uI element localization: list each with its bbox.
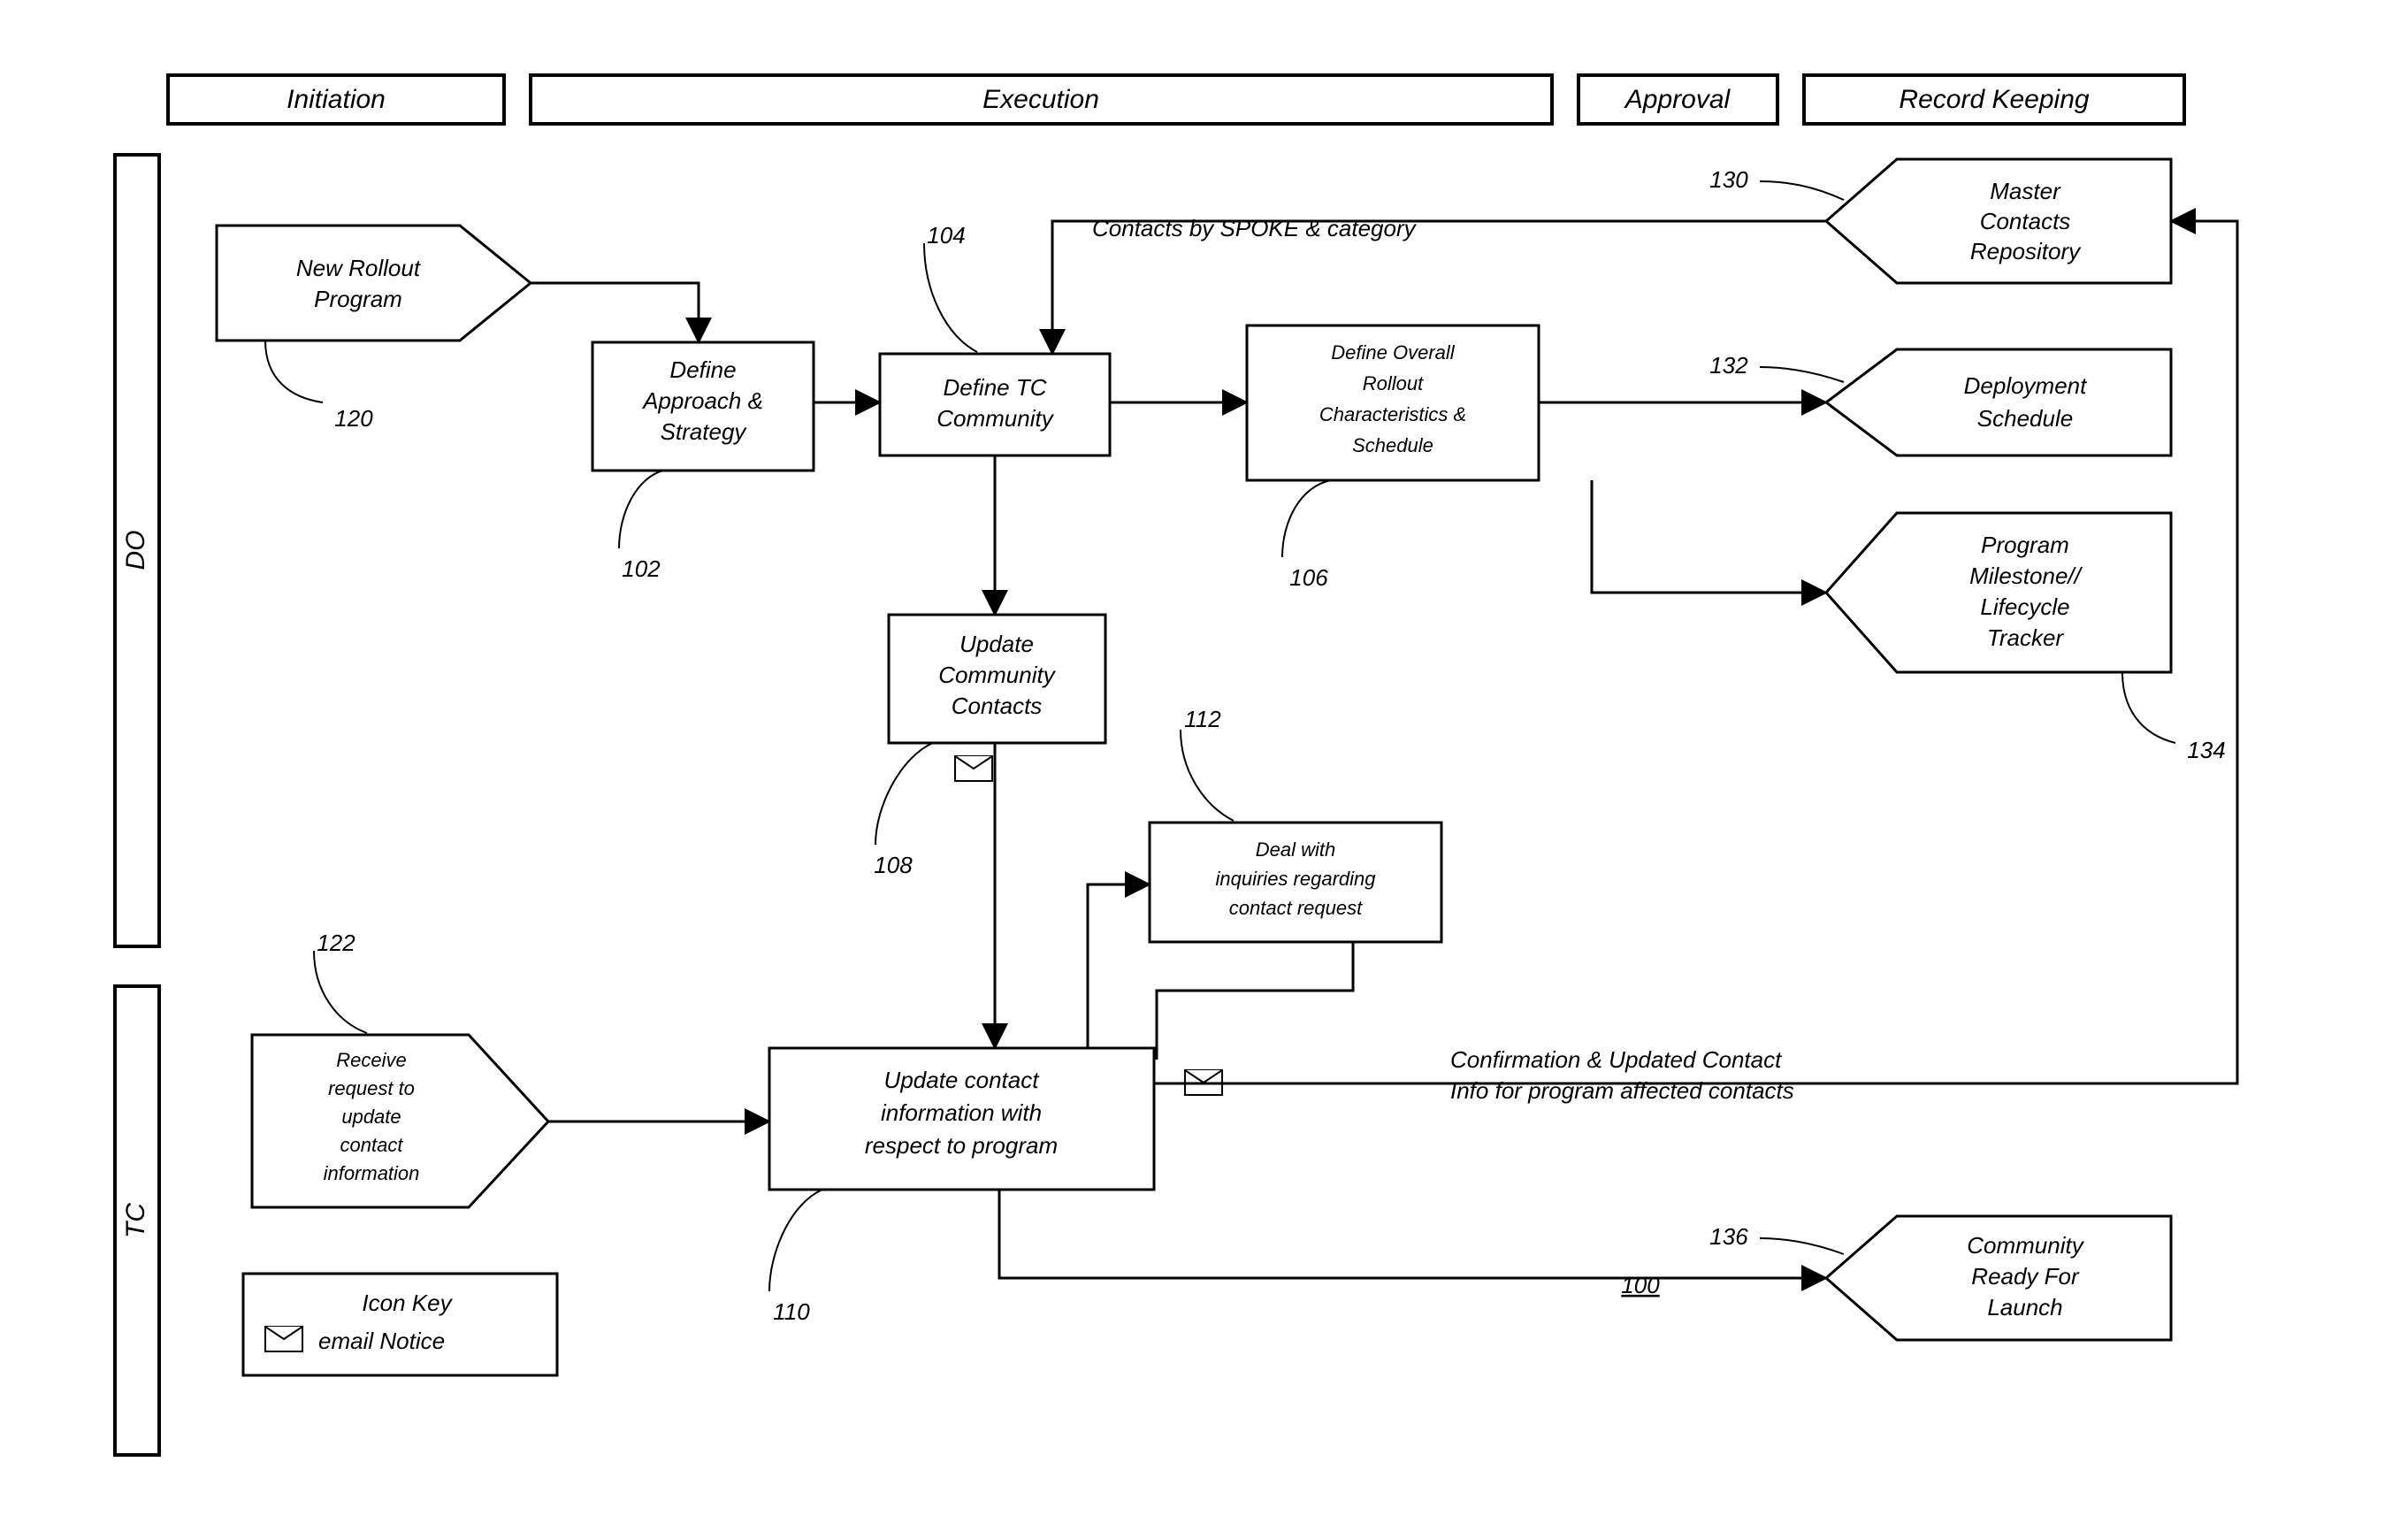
svg-text:Confirmation & Updated Contact: Confirmation & Updated Contact [1450, 1046, 1783, 1073]
phase-initiation: Initiation [287, 85, 386, 114]
svg-text:Launch: Launch [1987, 1294, 2062, 1320]
node-104: Define TC Community 104 [880, 222, 1110, 455]
svg-text:contact: contact [340, 1134, 404, 1156]
node-110: Update contact information with respect … [769, 1048, 1154, 1325]
svg-text:Define Overall: Define Overall [1331, 341, 1456, 364]
node-106: Define Overall Rollout Characteristics &… [1247, 325, 1539, 591]
svg-text:Schedule: Schedule [1977, 405, 2073, 432]
svg-text:Icon Key: Icon Key [362, 1290, 453, 1316]
svg-text:Approach &: Approach & [641, 387, 763, 414]
svg-text:Receive: Receive [336, 1049, 406, 1071]
svg-text:Update: Update [959, 631, 1034, 657]
svg-text:information: information [324, 1162, 420, 1184]
svg-text:inquiries regarding: inquiries regarding [1216, 868, 1377, 890]
svg-text:update: update [341, 1106, 401, 1128]
legend: Icon Key email Notice [243, 1274, 557, 1375]
svg-text:Community: Community [1967, 1232, 2084, 1259]
swimlane-do: DO [121, 531, 150, 570]
svg-text:132: 132 [1709, 352, 1748, 379]
svg-text:134: 134 [2187, 737, 2225, 763]
svg-text:110: 110 [773, 1298, 810, 1325]
svg-text:Contacts: Contacts [952, 693, 1043, 719]
svg-text:102: 102 [622, 555, 661, 582]
svg-text:136: 136 [1709, 1223, 1748, 1250]
svg-text:Deal with: Deal with [1256, 838, 1335, 861]
phase-approval: Approval [1624, 85, 1731, 114]
svg-text:Program: Program [314, 286, 402, 312]
svg-text:request to: request to [328, 1077, 415, 1099]
mail-icon [955, 756, 992, 781]
figure-ref: 100 [1621, 1272, 1660, 1298]
svg-text:Define: Define [669, 356, 736, 383]
svg-text:122: 122 [317, 930, 355, 956]
svg-text:Deployment: Deployment [1964, 372, 2089, 399]
svg-text:Community: Community [938, 662, 1056, 688]
node-108: Update Community Contacts 108 [874, 615, 1105, 878]
svg-text:information with: information with [881, 1099, 1042, 1126]
svg-text:Characteristics &: Characteristics & [1319, 403, 1466, 425]
phase-record-keeping: Record Keeping [1899, 85, 2089, 114]
node-120: New Rollout Program 120 [217, 226, 531, 432]
svg-text:Contacts: Contacts [1980, 208, 2071, 234]
flowchart-svg: Initiation Execution Approval Record Kee… [0, 0, 2408, 1531]
edge-label-contacts: Contacts by SPOKE & category [1092, 215, 1418, 241]
svg-text:Repository: Repository [1970, 238, 2082, 264]
svg-text:Lifecycle: Lifecycle [1980, 593, 2069, 620]
svg-text:104: 104 [927, 222, 965, 249]
svg-text:Ready For: Ready For [1971, 1263, 2080, 1290]
node-112: Deal with inquiries regarding contact re… [1150, 706, 1441, 942]
svg-text:120: 120 [334, 405, 373, 432]
svg-text:106: 106 [1289, 564, 1328, 591]
mail-icon [265, 1327, 302, 1351]
phase-headers: Initiation Execution Approval Record Kee… [168, 75, 2184, 124]
svg-text:108: 108 [874, 852, 913, 878]
svg-text:Strategy: Strategy [661, 418, 748, 445]
svg-text:Milestone//: Milestone// [1969, 563, 2083, 589]
svg-text:Rollout: Rollout [1363, 372, 1424, 394]
svg-text:Define TC: Define TC [943, 374, 1046, 401]
swimlanes: DO TC [115, 155, 159, 1455]
svg-text:Program: Program [1981, 532, 2069, 558]
swimlane-tc: TC [121, 1203, 150, 1238]
svg-text:contact request: contact request [1229, 897, 1363, 919]
svg-text:112: 112 [1184, 706, 1221, 732]
node-102: Define Approach & Strategy 102 [592, 342, 814, 582]
svg-text:Master: Master [1990, 178, 2061, 204]
svg-text:Tracker: Tracker [1987, 624, 2065, 651]
svg-text:130: 130 [1709, 166, 1748, 193]
node-134: Program Milestone// Lifecycle Tracker 13… [1826, 513, 2226, 763]
svg-text:Info for program affected cont: Info for program affected contacts [1450, 1077, 1794, 1104]
svg-text:Update contact: Update contact [884, 1067, 1041, 1093]
svg-text:Schedule: Schedule [1352, 434, 1433, 456]
svg-text:New Rollout: New Rollout [296, 255, 422, 281]
svg-text:email Notice: email Notice [318, 1328, 445, 1354]
phase-execution: Execution [982, 85, 1099, 114]
node-122: Receive request to update contact inform… [252, 930, 548, 1207]
svg-text:Community: Community [936, 405, 1054, 432]
svg-text:respect to program: respect to program [865, 1132, 1058, 1159]
